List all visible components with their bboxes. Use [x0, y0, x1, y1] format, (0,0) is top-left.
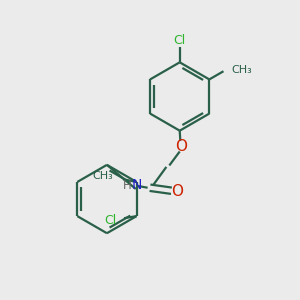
Text: Cl: Cl: [174, 34, 186, 47]
Text: O: O: [175, 139, 187, 154]
Text: N: N: [132, 178, 142, 192]
Text: Cl: Cl: [104, 214, 117, 227]
Text: CH₃: CH₃: [93, 171, 114, 181]
Text: CH₃: CH₃: [232, 65, 253, 75]
Text: H: H: [122, 178, 131, 192]
Text: O: O: [171, 184, 183, 199]
